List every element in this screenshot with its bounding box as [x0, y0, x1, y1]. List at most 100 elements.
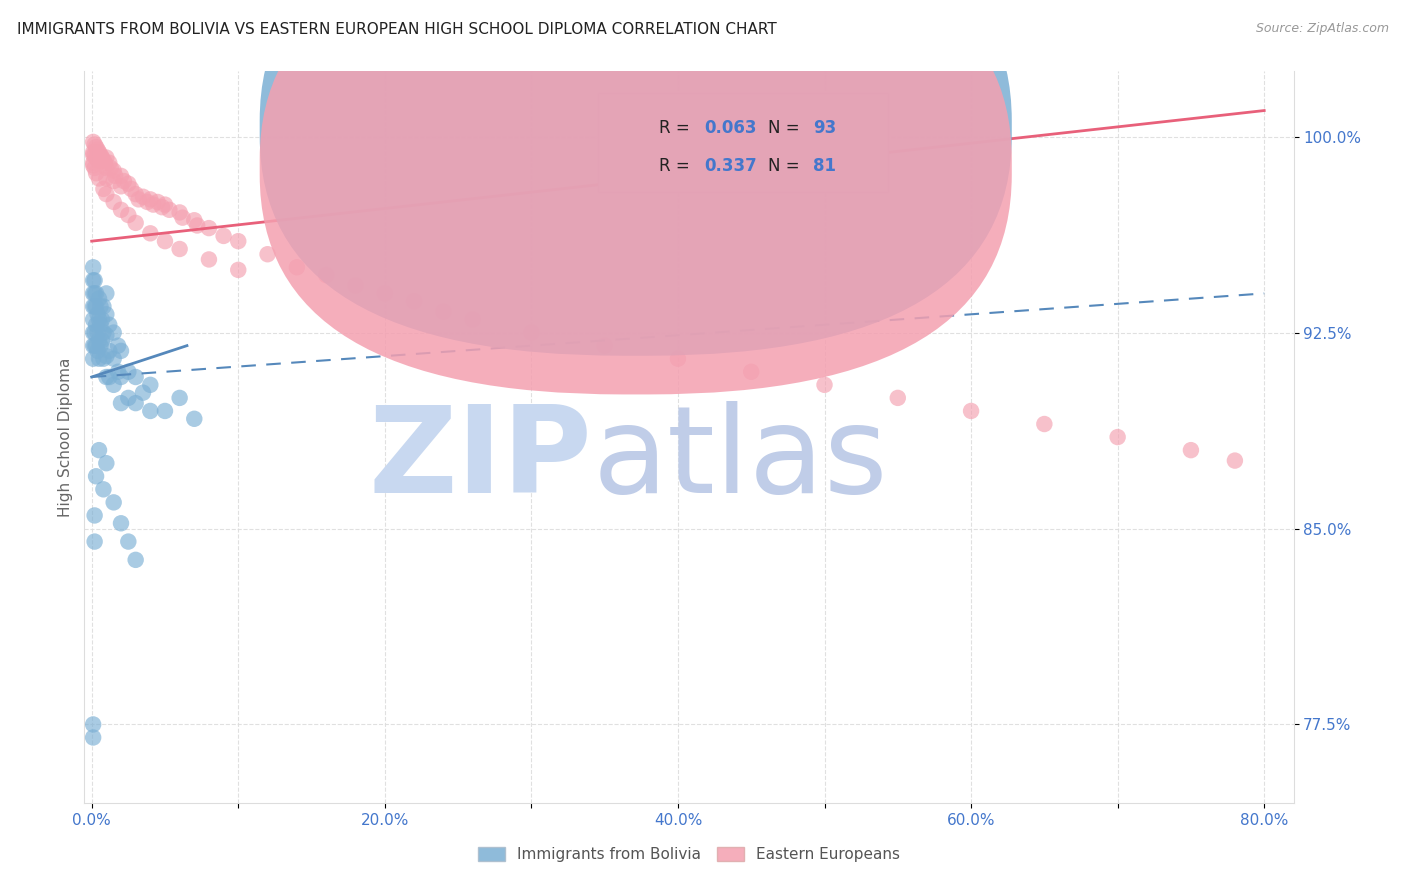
Point	[110, 343, 132, 358]
Point	[98, 343, 121, 358]
Y-axis label: High School Diploma: High School Diploma	[58, 358, 73, 516]
FancyBboxPatch shape	[599, 94, 889, 192]
Point	[98, 370, 121, 384]
Text: R =: R =	[659, 119, 695, 136]
Point	[82, 300, 104, 314]
Point	[87, 145, 110, 160]
Text: 0.063: 0.063	[704, 119, 758, 136]
Point	[96, 328, 118, 343]
Text: Source: ZipAtlas.com: Source: ZipAtlas.com	[1256, 22, 1389, 36]
Point	[93, 300, 115, 314]
Point	[82, 148, 104, 162]
Point	[103, 163, 125, 178]
Point	[103, 351, 125, 366]
Point	[96, 171, 118, 186]
Point	[96, 187, 118, 202]
Point	[520, 326, 543, 340]
Point	[107, 338, 129, 352]
Point	[82, 351, 104, 366]
Point	[83, 148, 105, 162]
Point	[1107, 430, 1129, 444]
Point	[82, 326, 104, 340]
Point	[84, 286, 107, 301]
Point	[1223, 453, 1246, 467]
Point	[183, 213, 205, 227]
Point	[103, 495, 125, 509]
Point	[93, 483, 115, 497]
Point	[87, 443, 110, 458]
Point	[142, 197, 165, 211]
Point	[107, 365, 129, 379]
Point	[169, 242, 191, 256]
Point	[117, 177, 139, 191]
Point	[87, 334, 110, 348]
Point	[1180, 443, 1202, 458]
Point	[96, 161, 118, 175]
Point	[887, 391, 910, 405]
Point	[120, 182, 142, 196]
Point	[96, 456, 118, 470]
Legend: Immigrants from Bolivia, Eastern Europeans: Immigrants from Bolivia, Eastern Europea…	[471, 841, 907, 868]
Point	[96, 349, 118, 363]
Point	[84, 318, 107, 332]
Point	[83, 286, 105, 301]
Point	[82, 312, 104, 326]
Point	[91, 334, 114, 348]
Point	[110, 516, 132, 531]
Point	[83, 508, 105, 523]
Point	[110, 169, 132, 183]
Point	[82, 260, 104, 275]
Point	[128, 192, 150, 206]
Point	[84, 300, 107, 314]
Point	[83, 534, 105, 549]
Point	[84, 151, 107, 165]
Point	[84, 338, 107, 352]
Point	[139, 192, 162, 206]
Text: N =: N =	[768, 119, 804, 136]
Point	[146, 194, 169, 209]
Point	[86, 307, 108, 321]
Point	[153, 404, 176, 418]
Point	[83, 273, 105, 287]
Point	[226, 263, 249, 277]
Point	[169, 391, 191, 405]
Point	[186, 219, 208, 233]
Text: IMMIGRANTS FROM BOLIVIA VS EASTERN EUROPEAN HIGH SCHOOL DIPLOMA CORRELATION CHAR: IMMIGRANTS FROM BOLIVIA VS EASTERN EUROP…	[17, 22, 776, 37]
Text: R =: R =	[659, 157, 695, 175]
Point	[104, 169, 127, 183]
Point	[404, 294, 426, 309]
Point	[172, 211, 194, 225]
Point	[117, 208, 139, 222]
Point	[93, 153, 115, 168]
Point	[103, 326, 125, 340]
Point	[94, 155, 117, 169]
Point	[96, 307, 118, 321]
Point	[150, 200, 173, 214]
Point	[110, 370, 132, 384]
Point	[103, 194, 125, 209]
Point	[112, 174, 135, 188]
Point	[91, 312, 114, 326]
Point	[82, 717, 104, 731]
Text: 93: 93	[814, 119, 837, 136]
Point	[82, 286, 104, 301]
Point	[198, 252, 221, 267]
Point	[87, 351, 110, 366]
Point	[83, 326, 105, 340]
Text: atlas: atlas	[592, 401, 887, 517]
Point	[139, 227, 162, 241]
Point	[169, 205, 191, 219]
Point	[91, 151, 114, 165]
Point	[96, 151, 118, 165]
Point	[84, 166, 107, 180]
Point	[83, 338, 105, 352]
Point	[740, 365, 762, 379]
Point	[432, 304, 454, 318]
Point	[82, 155, 104, 169]
Point	[100, 161, 122, 175]
FancyBboxPatch shape	[260, 0, 1012, 356]
Point	[87, 292, 110, 306]
Point	[96, 370, 118, 384]
Point	[117, 365, 139, 379]
Point	[96, 286, 118, 301]
